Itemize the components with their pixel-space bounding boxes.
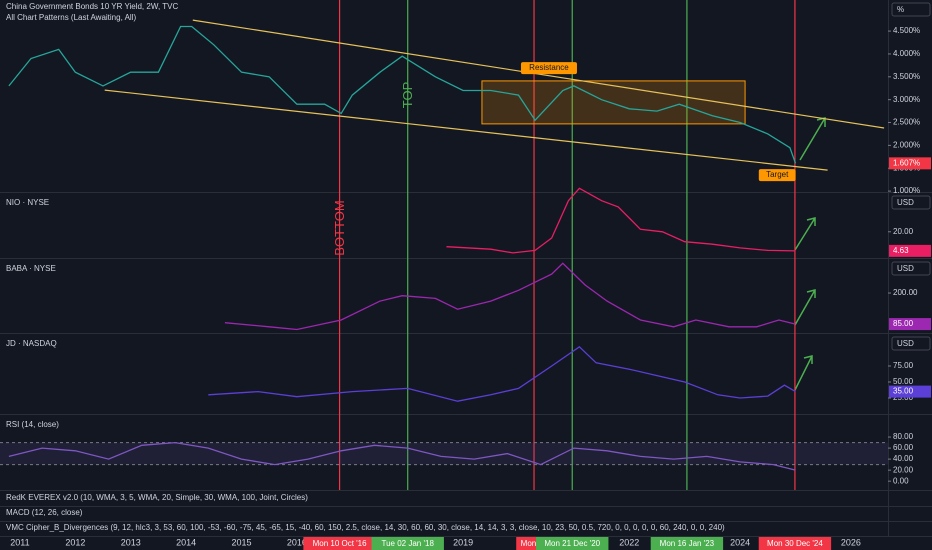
y-tick-label: 20.00: [893, 465, 914, 474]
y-tick-label: 200.00: [893, 288, 918, 297]
y-tick-label: 1.000%: [893, 186, 920, 195]
marker-label-bg: [536, 537, 609, 550]
pane-label: NIO · NYSE: [6, 198, 49, 207]
series-line: [224, 262, 796, 331]
arrow: [794, 217, 816, 251]
indicator-label: RedK EVEREX v2.0 (10, WMA, 3, 5, WMA, 20…: [6, 493, 308, 502]
annotation: Resistance: [529, 63, 569, 72]
y-tick-label: 3.500%: [893, 72, 920, 81]
channel-line: [104, 89, 828, 171]
y-tick-label: 80.00: [893, 432, 914, 441]
marker-label-bg: [303, 537, 376, 550]
unit-box: [891, 336, 931, 351]
unit-box: [891, 195, 931, 210]
current-value: 4.63: [893, 246, 909, 255]
unit-box: [891, 2, 931, 17]
y-tick-label: 2.000%: [893, 140, 920, 149]
marker-label: Mon 13: [521, 539, 548, 548]
x-tick-label: 2026: [841, 537, 861, 547]
y-tick-label: 4.000%: [893, 49, 920, 58]
pane-label: JD · NASDAQ: [6, 339, 57, 348]
marker-label: Mon 30 Dec '24: [767, 539, 823, 548]
x-tick-label: 2022: [619, 537, 639, 547]
pane-label: RSI (14, close): [6, 420, 59, 429]
unit: USD: [897, 339, 914, 348]
series-line: [446, 187, 796, 254]
series-line: [208, 345, 796, 402]
marker-label-bg: [650, 537, 724, 550]
current-value: 1.607%: [893, 158, 920, 167]
marker-label-bg: [758, 537, 832, 550]
marker-label: Mon 10 Oct '16: [313, 539, 368, 548]
marker-label: Tue 02 Jan '18: [382, 539, 435, 548]
pane-separators: [0, 0, 932, 537]
x-tick-label: 2015: [232, 537, 252, 547]
series-line: [8, 441, 796, 471]
y-tick-label: 3.000%: [893, 95, 920, 104]
chart-title: China Government Bonds 10 YR Yield, 2W, …: [6, 2, 178, 11]
y-tick-label: 40.00: [893, 454, 914, 463]
unit: %: [897, 5, 904, 14]
y-tick-label: 0.00: [893, 476, 909, 485]
arrow: [794, 289, 816, 326]
marker-label-bg: [371, 537, 444, 550]
unit-box: [891, 261, 931, 276]
annotation: BOTTOM: [332, 200, 347, 255]
unit: USD: [897, 264, 914, 273]
y-tick-label: 75.00: [893, 361, 914, 370]
x-tick-label: 2014: [176, 537, 196, 547]
marker-label: Mon 16 Jan '23: [660, 539, 715, 548]
current-value-bg: [889, 318, 931, 331]
y-tick-label: 60.00: [893, 443, 914, 452]
x-tick-label: 2012: [65, 537, 85, 547]
annotation: TOP: [400, 82, 415, 109]
x-tick-label: 2024: [730, 537, 750, 547]
arrow: [794, 355, 813, 391]
marker-label: Mon 21 Dec '20: [544, 539, 600, 548]
chart-subtitle: All Chart Patterns (Last Awaiting, All): [6, 13, 136, 22]
annotation-bg: [520, 62, 577, 75]
indicator-label: MACD (12, 26, close): [6, 508, 83, 517]
y-tick-label: 25.00: [893, 393, 914, 402]
rsi-band: [0, 442, 888, 465]
arrows: [794, 117, 826, 391]
x-tick-label: 2013: [121, 537, 141, 547]
x-tick-label: 2011: [10, 537, 29, 547]
current-value: 85.00: [893, 319, 914, 328]
y-tick-label: 2.500%: [893, 118, 920, 127]
y-tick-label: 4.500%: [893, 26, 920, 35]
arrow: [799, 117, 826, 161]
current-value-bg: [889, 157, 931, 170]
y-tick-label: 20.00: [893, 227, 914, 236]
unit: USD: [897, 198, 914, 207]
annotation-bg: [758, 169, 796, 182]
x-tick-label: 2016: [287, 537, 307, 547]
y-tick-label: 50.00: [893, 377, 914, 386]
indicator-label: VMC Cipher_B_Divergences (9, 12, hlc3, 3…: [6, 523, 725, 532]
annotation: Target: [766, 170, 789, 179]
current-value-bg: [889, 244, 931, 257]
pattern-box: [481, 80, 746, 125]
pane-label: BABA · NYSE: [6, 264, 56, 273]
current-value: 35.00: [893, 387, 914, 396]
current-value-bg: [889, 385, 931, 398]
series-line: [8, 25, 797, 164]
x-tick-label: 2019: [453, 537, 473, 547]
